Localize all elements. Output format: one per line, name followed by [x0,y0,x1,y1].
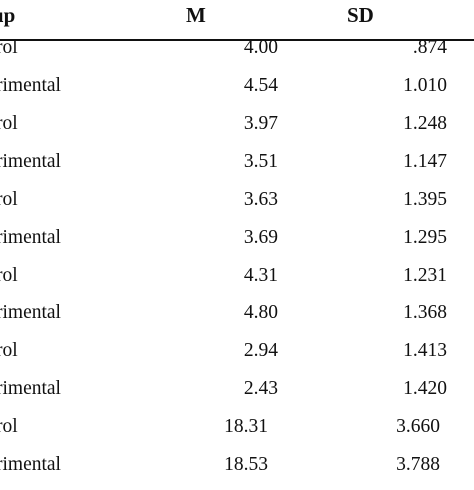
cell-group: rol [0,416,18,437]
cell-sd: 1.231 [403,265,447,286]
column-header-sd: SD [347,3,374,27]
cell-group: rol [0,340,18,361]
table-row: rol 3.63 1.395 [0,188,474,225]
cell-sd: .874 [412,37,447,58]
cell-sd: 1.395 [403,189,447,210]
table-row: rimental 2.43 1.420 [0,377,474,414]
cell-mean: 4.31 [243,265,278,286]
cell-mean: 2.94 [243,340,278,361]
cell-mean: 4.54 [243,75,278,96]
cell-group: rimental [0,454,61,475]
table-row: rol 4.31 1.231 [0,264,474,301]
cell-sd: 3.788 [396,454,440,475]
cell-mean: 3.51 [243,151,278,172]
cell-mean: 3.97 [243,113,278,134]
table-header-row: up M SD [0,0,474,40]
table-row: rol 2.94 1.413 [0,339,474,376]
column-header-mean: M [186,3,206,27]
cell-group: rimental [0,151,61,172]
cell-mean: 3.69 [243,227,278,248]
cell-mean: 18.53 [224,454,268,475]
cell-mean: 3.63 [243,189,278,210]
cell-group: rol [0,37,18,58]
cell-mean: 18.31 [224,416,268,437]
table-row: rol 3.97 1.248 [0,112,474,149]
cell-sd: 1.420 [403,378,447,399]
table-row: rimental 4.54 1.010 [0,74,474,111]
table-row: rol 18.31 3.660 [0,415,474,452]
cell-group: rimental [0,227,61,248]
cell-sd: 1.010 [403,75,447,96]
cell-group: rol [0,189,18,210]
table-row: rimental 3.69 1.295 [0,226,474,263]
table-row: rimental 4.80 1.368 [0,301,474,338]
cell-mean: 4.80 [243,302,278,323]
header-rule [0,39,474,41]
cell-sd: 1.413 [403,340,447,361]
table-row: rimental 3.51 1.147 [0,150,474,187]
cell-sd: 1.248 [403,113,447,134]
cell-mean: 4.00 [243,37,278,58]
cell-group: rimental [0,378,61,399]
cell-sd: 1.368 [403,302,447,323]
cell-mean: 2.43 [243,378,278,399]
cell-group: rol [0,265,18,286]
cell-sd: 3.660 [396,416,440,437]
cell-group: rimental [0,75,61,96]
cell-sd: 1.147 [403,151,447,172]
table-row: rol 4.00 .874 [0,36,474,73]
cell-group: rimental [0,302,61,323]
cell-sd: 1.295 [403,227,447,248]
cell-group: rol [0,113,18,134]
column-header-group: up [0,3,16,27]
table-row: rimental 18.53 3.788 [0,453,474,490]
